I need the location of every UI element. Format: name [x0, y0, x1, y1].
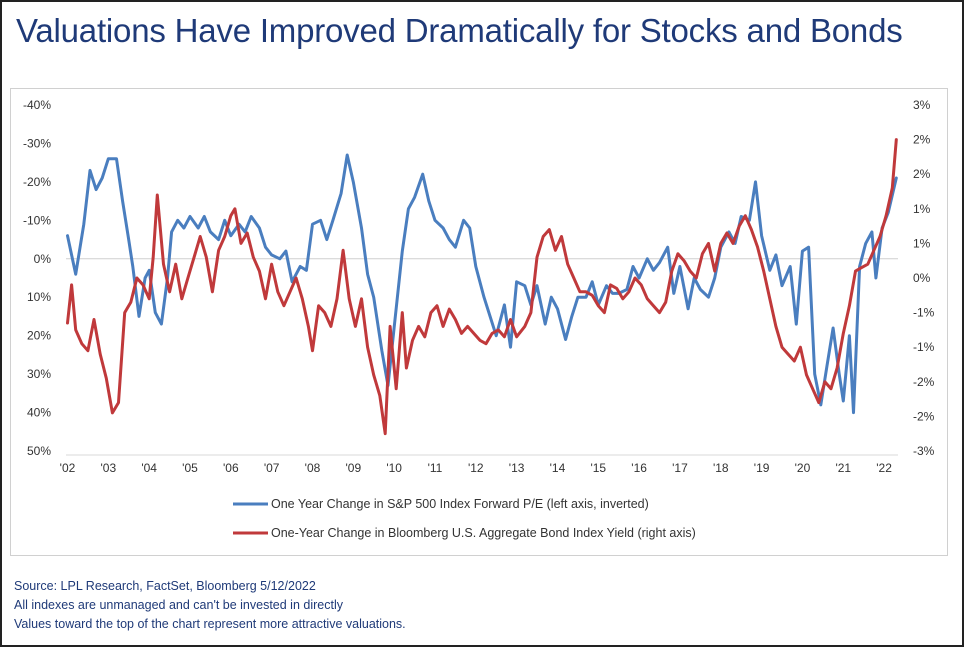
right-axis-tick-label: -2%	[913, 375, 935, 389]
left-axis-tick-label: -40%	[23, 98, 51, 112]
x-axis-tick-label: '20	[795, 461, 811, 475]
x-axis-tick-label: '15	[590, 461, 606, 475]
right-axis-tick-label: 2%	[913, 167, 931, 181]
legend-label-bond: One-Year Change in Bloomberg U.S. Aggreg…	[271, 526, 696, 540]
right-axis-tick-label: -2%	[913, 409, 935, 423]
interpretation-note: Values toward the top of the chart repre…	[14, 617, 406, 631]
right-axis-tick-label: 1%	[913, 202, 931, 216]
x-axis-tick-label: '22	[876, 461, 892, 475]
left-axis-tick-label: 0%	[34, 252, 52, 266]
left-axis-tick-label: 20%	[27, 329, 51, 343]
legend-label-pe: One Year Change in S&P 500 Index Forward…	[271, 497, 649, 511]
x-axis-tick-label: '09	[345, 461, 361, 475]
left-axis-ticks: -40% -30% -20% -10% 0% 10% 20% 30% 40% 50%	[23, 98, 51, 458]
series-lines	[66, 138, 898, 436]
x-axis-tick-label: '05	[182, 461, 198, 475]
source-note: Source: LPL Research, FactSet, Bloomberg…	[14, 579, 316, 593]
x-axis-tick-label: '19	[754, 461, 770, 475]
x-axis-tick-label: '14	[550, 461, 566, 475]
right-axis-tick-label: -1%	[913, 340, 935, 354]
left-axis-tick-label: 30%	[27, 367, 51, 381]
right-axis-tick-label: 1%	[913, 236, 931, 250]
right-axis-tick-label: -1%	[913, 306, 935, 320]
right-axis-tick-label: -3%	[913, 444, 935, 458]
left-axis-tick-label: -20%	[23, 175, 51, 189]
x-axis-tick-label: '12	[468, 461, 484, 475]
series-line-bond	[66, 138, 898, 436]
x-axis-tick-label: '04	[141, 461, 157, 475]
x-axis-tick-label: '13	[509, 461, 525, 475]
plot-panel: -40% -30% -20% -10% 0% 10% 20% 30% 40% 50% 3% 2% 2%…	[10, 88, 948, 556]
x-axis-tick-label: '16	[631, 461, 647, 475]
right-axis-tick-label: 3%	[913, 98, 931, 112]
series-line-pe	[66, 153, 898, 415]
x-axis-tick-label: '03	[101, 461, 117, 475]
right-axis-tick-label: 0%	[913, 271, 931, 285]
x-axis-ticks: '02 '03 '04 '05 '06 '07 '08 '09 '10 '11 '12 '13 '14 '…	[60, 461, 893, 475]
x-axis-tick-label: '08	[305, 461, 321, 475]
left-axis-tick-label: -30%	[23, 136, 51, 150]
x-axis-tick-label: '07	[264, 461, 280, 475]
x-axis-tick-label: '10	[386, 461, 402, 475]
x-axis-tick-label: '02	[60, 461, 76, 475]
line-chart: -40% -30% -20% -10% 0% 10% 20% 30% 40% 50% 3% 2% 2%…	[23, 98, 935, 540]
footer-notes: Source: LPL Research, FactSet, Bloomberg…	[14, 577, 406, 634]
left-axis-tick-label: 10%	[27, 290, 51, 304]
disclaimer-note: All indexes are unmanaged and can't be i…	[14, 598, 343, 612]
left-axis-tick-label: -10%	[23, 213, 51, 227]
x-axis-tick-label: '06	[223, 461, 239, 475]
x-axis-tick-label: '17	[672, 461, 688, 475]
chart-title: Valuations Have Improved Dramatically fo…	[16, 12, 903, 49]
x-axis-tick-label: '21	[835, 461, 851, 475]
legend: One Year Change in S&P 500 Index Forward…	[233, 497, 696, 540]
left-axis-tick-label: 40%	[27, 406, 51, 420]
right-axis-tick-label: 2%	[913, 133, 931, 147]
left-axis-tick-label: 50%	[27, 444, 51, 458]
x-axis-tick-label: '11	[428, 461, 443, 475]
right-axis-ticks: 3% 2% 2% 1% 1% 0% -1% -1% -2% -2% -3%	[913, 98, 935, 458]
x-axis-tick-label: '18	[713, 461, 729, 475]
